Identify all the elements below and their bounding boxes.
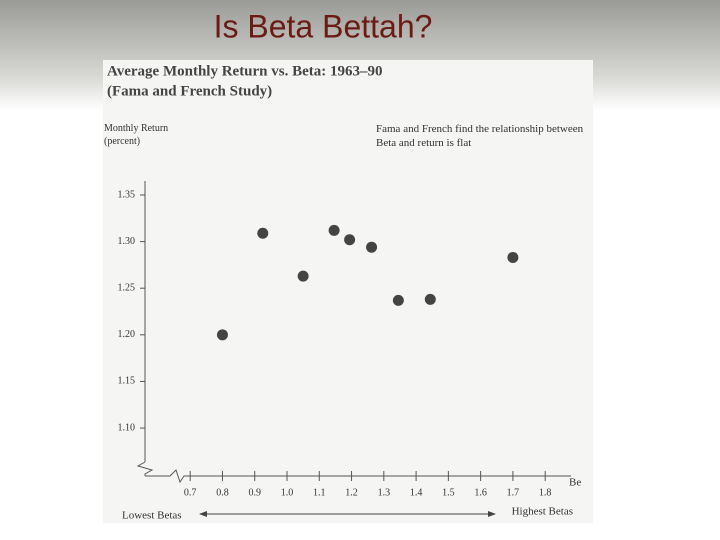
point: [366, 241, 378, 253]
y-tick-label: 1.30: [118, 236, 136, 247]
point: [328, 224, 340, 236]
x-tick-label: 1.0: [281, 487, 294, 498]
chart-title: Average Monthly Return vs. Beta: 1963–90: [107, 63, 383, 79]
point: [424, 293, 436, 305]
x-tick-label: 1.3: [378, 487, 391, 498]
point: [257, 227, 269, 239]
axis-break: [136, 461, 154, 476]
y-label-box: Monthly Return (percent): [104, 123, 169, 147]
y-tick-label: 1.25: [118, 283, 136, 294]
chart-panel: [103, 60, 593, 523]
y-tick-label: 1.15: [118, 376, 136, 387]
point: [216, 329, 228, 341]
x-tick-label: 1.1: [313, 487, 326, 498]
x-tick-label: 1.6: [474, 487, 487, 498]
annotation-box: Fama and French find the relationship be…: [376, 123, 584, 149]
x-tick-label: 1.5: [442, 487, 455, 498]
slide-title: Is Beta Bettah?: [214, 8, 433, 44]
low-label: Lowest Betas: [122, 510, 182, 522]
x-tick-label: 0.9: [248, 487, 261, 498]
y-tick-label: 1.35: [118, 189, 136, 200]
x-axis-label: Be: [569, 477, 581, 489]
y-axis-label: Monthly Return (percent): [104, 123, 169, 147]
point: [297, 270, 309, 282]
x-tick-label: 1.8: [539, 487, 552, 498]
y-tick-label: 1.10: [118, 422, 136, 433]
x-axis: [145, 469, 571, 484]
x-tick-label: 0.7: [184, 487, 197, 498]
x-tick-label: 1.2: [345, 487, 358, 498]
y-tick-label: 1.20: [118, 329, 136, 340]
chart-subtitle: (Fama and French Study): [107, 83, 272, 99]
high-label: Highest Betas: [512, 506, 573, 518]
point: [344, 234, 356, 246]
point: [507, 251, 519, 263]
x-tick-label: 0.8: [216, 487, 229, 498]
annotation: Fama and French find the relationship be…: [376, 123, 584, 149]
x-tick-label: 1.7: [507, 487, 520, 498]
x-tick-label: 1.4: [410, 487, 423, 498]
point: [392, 294, 404, 306]
